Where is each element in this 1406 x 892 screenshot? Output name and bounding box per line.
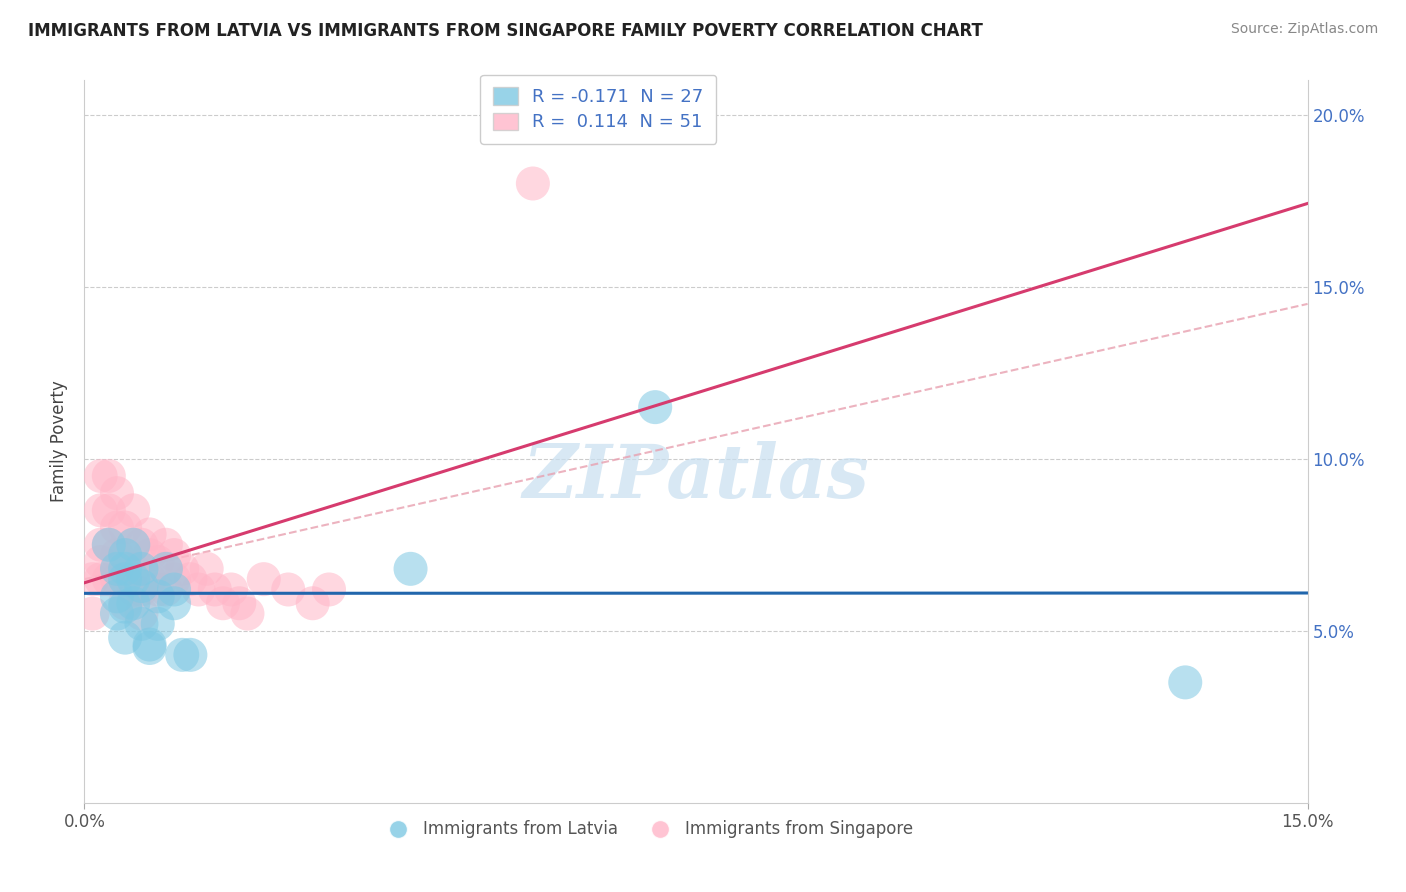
Text: Source: ZipAtlas.com: Source: ZipAtlas.com [1230,22,1378,37]
Point [253,572,276,586]
Point [212,596,235,610]
Point [138,527,160,541]
Point [82,607,104,621]
Point [236,607,259,621]
Point [163,548,186,562]
Point [179,648,201,662]
Point [146,582,169,597]
Point [97,503,120,517]
Point [105,572,128,586]
Point [163,582,186,597]
Point [155,562,177,576]
Point [131,538,153,552]
Point [97,538,120,552]
Text: IMMIGRANTS FROM LATVIA VS IMMIGRANTS FROM SINGAPORE FAMILY POVERTY CORRELATION C: IMMIGRANTS FROM LATVIA VS IMMIGRANTS FRO… [28,22,983,40]
Point [90,572,112,586]
Point [105,520,128,534]
Point [138,638,160,652]
Point [1174,675,1197,690]
Point [146,555,169,569]
Point [114,548,136,562]
Point [105,590,128,604]
Point [122,596,145,610]
Point [318,582,340,597]
Point [122,538,145,552]
Point [155,582,177,597]
Point [172,648,194,662]
Point [219,582,242,597]
Point [131,582,153,597]
Point [522,177,544,191]
Text: ZIPatlas: ZIPatlas [523,442,869,514]
Point [122,582,145,597]
Point [105,562,128,576]
Point [114,562,136,576]
Point [228,596,250,610]
Point [122,562,145,576]
Point [155,562,177,576]
Point [97,469,120,483]
Point [90,469,112,483]
Point [114,572,136,586]
Point [146,590,169,604]
Point [114,520,136,534]
Point [146,616,169,631]
Point [131,616,153,631]
Point [90,555,112,569]
Point [90,538,112,552]
Point [163,596,186,610]
Point [114,631,136,645]
Point [105,548,128,562]
Point [138,640,160,655]
Y-axis label: Family Poverty: Family Poverty [51,381,69,502]
Legend: Immigrants from Latvia, Immigrants from Singapore: Immigrants from Latvia, Immigrants from … [374,814,920,845]
Point [90,503,112,517]
Point [131,579,153,593]
Point [131,562,153,576]
Point [114,548,136,562]
Point [105,486,128,500]
Point [155,538,177,552]
Point [163,572,186,586]
Point [105,607,128,621]
Point [131,607,153,621]
Point [138,572,160,586]
Point [114,572,136,586]
Point [644,400,666,414]
Point [97,572,120,586]
Point [122,572,145,586]
Point [277,582,299,597]
Point [195,562,218,576]
Point [122,503,145,517]
Point [138,548,160,562]
Point [122,538,145,552]
Point [114,596,136,610]
Point [97,538,120,552]
Point [131,562,153,576]
Point [301,596,323,610]
Point [82,572,104,586]
Point [187,582,209,597]
Point [399,562,422,576]
Point [179,572,201,586]
Point [114,599,136,614]
Point [172,562,194,576]
Point [204,582,226,597]
